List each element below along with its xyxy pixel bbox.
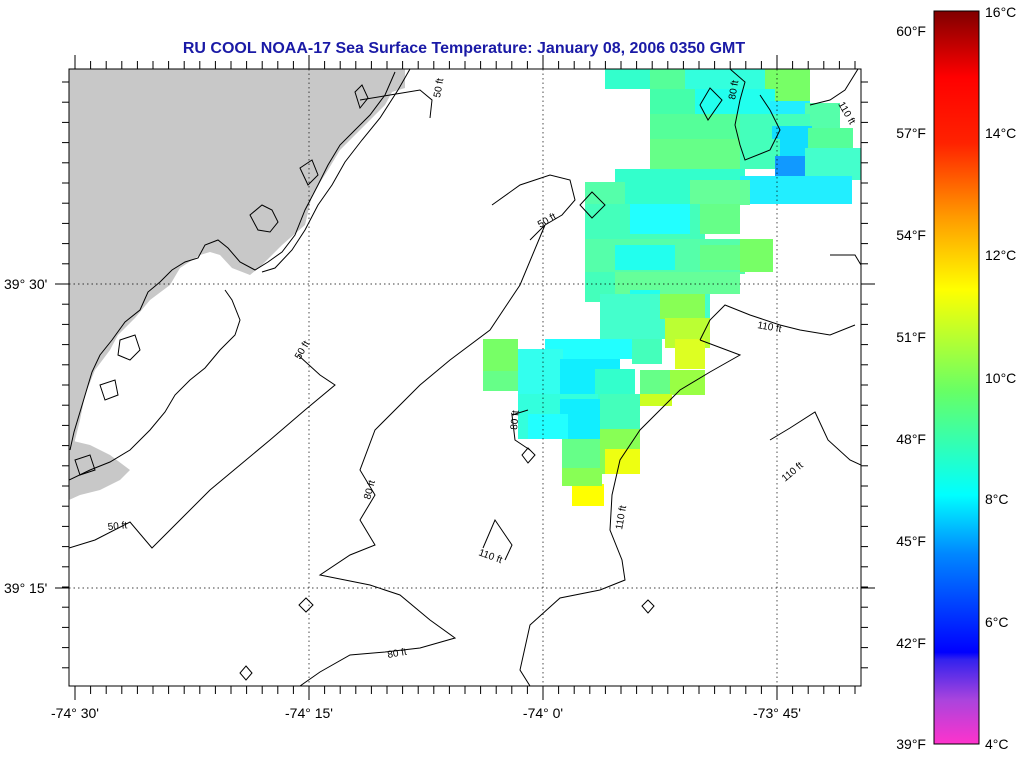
sst-pixel [545, 339, 635, 359]
colorbar-f-label: 54°F [896, 227, 926, 243]
sst-pixel [483, 339, 518, 371]
contour-diamond-3 [521, 447, 536, 464]
lat-label: 39° 30' [4, 276, 47, 292]
contour-110ft-se [769, 411, 861, 466]
sst-pixel [632, 339, 662, 364]
contour-50ft-coast [69, 354, 336, 549]
colorbar-f-label: 57°F [896, 125, 926, 141]
land-spit [69, 440, 130, 500]
contour-label: 50 ft [536, 211, 559, 230]
colorbar-f-label: 48°F [896, 431, 926, 447]
colorbar-c-label: 8°C [985, 491, 1009, 507]
contour-label: 80 ft [509, 410, 522, 431]
sst-pixel [640, 370, 670, 395]
land-mass [69, 69, 405, 480]
frame-ticks [55, 55, 875, 700]
sst-pixel [630, 204, 690, 234]
coastline [69, 71, 396, 451]
sst-pixel [805, 103, 840, 128]
sst-pixel [740, 176, 852, 204]
sst-pixel [572, 484, 604, 506]
sst-pixel [685, 69, 765, 89]
contour-label: 80 ft [727, 79, 741, 100]
contour-80ft-loop [511, 409, 531, 451]
lat-label: 39° 15' [4, 580, 47, 596]
contour-label: 110 ft [477, 547, 504, 566]
contour-50ft-mid [491, 174, 576, 241]
contour-110ft-north [809, 69, 859, 106]
sst-pixel [615, 272, 740, 294]
contour-diamond-5 [641, 599, 655, 614]
colorbar-f-label: 42°F [896, 635, 926, 651]
sst-pixel [690, 180, 750, 205]
sst-pixel [615, 245, 675, 270]
colorbar-f-label: 45°F [896, 533, 926, 549]
colorbar [933, 10, 980, 745]
contour-110ft-east [830, 254, 861, 266]
contour-110ft-main [519, 304, 856, 686]
sst-pixel [640, 394, 672, 406]
colorbar-c-label: 12°C [985, 247, 1016, 263]
colorbar-f-label: 60°F [896, 23, 926, 39]
lon-label: -74° 0' [523, 705, 563, 721]
contour-label: 50 ft [107, 520, 128, 533]
map-title: RU COOL NOAA-17 Sea Surface Temperature:… [183, 40, 746, 57]
contour-label: 50 ft [293, 339, 312, 362]
sst-pixel [518, 349, 563, 394]
colorbar-f-label: 51°F [896, 329, 926, 345]
lon-label: -74° 15' [285, 705, 333, 721]
colorbar-f-labels: 60°F 57°F 54°F 51°F 48°F 45°F 42°F 39°F [896, 23, 926, 752]
plot-area: 50 ft 50 ft 50 ft 50 ft 80 ft 80 ft 80 f… [69, 69, 861, 686]
sst-pixel [600, 394, 640, 429]
colorbar-c-label: 10°C [985, 370, 1016, 386]
colorbar-c-label: 6°C [985, 614, 1009, 630]
contour-80ft-main [299, 224, 546, 686]
sst-pixel [775, 156, 805, 176]
coastline-barrier [261, 69, 411, 273]
sst-pixel [562, 468, 602, 486]
contour-diamond-6 [239, 665, 253, 681]
contour-diamond-2 [579, 191, 606, 219]
sst-pixel [528, 414, 568, 439]
contour-label: 80 ft [362, 479, 378, 501]
colorbar-c-labels: 16°C 14°C 12°C 10°C 8°C 6°C 4°C [985, 4, 1016, 752]
colorbar-c-label: 16°C [985, 4, 1016, 20]
sst-pixel [675, 339, 705, 369]
sst-pixel [650, 114, 750, 139]
contour-110ft-loop [482, 518, 513, 561]
sst-pixel [695, 89, 775, 114]
coastline-south [69, 289, 241, 481]
inlet-islands [74, 84, 369, 476]
colorbar-c-label: 4°C [985, 736, 1009, 752]
sst-pixel [740, 239, 773, 272]
contour-label: 110 ft [614, 504, 629, 530]
contour-label: 80 ft [387, 647, 408, 661]
sst-pixel [805, 148, 861, 180]
sst-pixel [605, 449, 640, 474]
sst-pixel [670, 370, 705, 395]
contour-label: 110 ft [780, 460, 806, 484]
contour-50ft-north [359, 89, 433, 119]
sst-data-pixels [483, 69, 861, 506]
sst-pixel [700, 245, 740, 270]
lon-label: -73° 45' [753, 705, 801, 721]
lon-label: -74° 30' [51, 705, 99, 721]
contour-diamond-1 [699, 87, 723, 121]
colorbar-f-label: 39°F [896, 736, 926, 752]
contour-label: 50 ft [432, 77, 446, 98]
contour-diamond-4 [298, 597, 314, 613]
sst-pixel [700, 204, 740, 234]
sst-pixel [660, 294, 705, 319]
sst-pixel [650, 139, 750, 169]
sst-pixel [483, 371, 523, 391]
colorbar-c-label: 14°C [985, 125, 1016, 141]
contour-80ft-east [729, 69, 781, 161]
contour-label: 110 ft [756, 320, 782, 335]
